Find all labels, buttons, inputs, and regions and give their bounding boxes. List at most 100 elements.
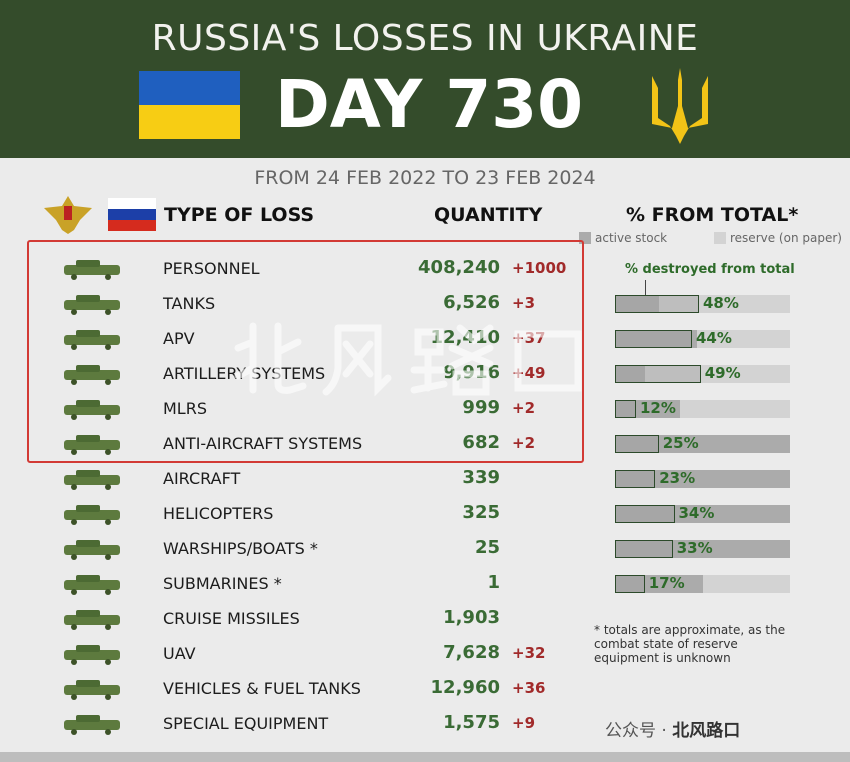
row-name: HELICOPTERS [163,504,274,523]
apv-icon [64,330,120,350]
trident-icon [652,68,708,144]
column-header-percent: % FROM TOTAL* [626,204,799,226]
row-name: PERSONNEL [163,259,260,278]
table-row: CRUISE MISSILES 1,903 [0,601,850,636]
mlrs-icon [64,400,120,420]
table-row: UAV 7,628 +32 [0,636,850,671]
row-quantity: 682 [462,432,500,453]
row-quantity: 1,903 [443,607,500,628]
active-fill [615,575,703,593]
row-quantity: 339 [462,467,500,488]
footer-name: 北风路口 [672,721,741,741]
legend-reserve: reserve (on paper) [714,231,842,245]
reserve-fill [615,295,790,313]
tank-icon [64,295,120,315]
legend-active-label: active stock [595,231,668,245]
row-name: AIRCRAFT [163,469,241,488]
uav-icon [64,645,120,665]
reserve-fill [615,365,790,383]
destroyed-fill [615,505,675,523]
soldiers-icon [64,260,120,280]
russian-mod-emblem-icon [44,196,92,234]
active-fill [615,365,645,383]
destroyed-fill [615,400,636,418]
row-delta: +2 [512,399,536,417]
active-fill [615,295,659,313]
stock-bar: 12% [615,399,790,418]
row-quantity: 1,575 [443,712,500,733]
reserve-swatch [714,232,726,244]
footer-credit: 公众号 · 北风路口 [605,716,740,741]
table-row: HELICOPTERS 325 34% [0,496,850,531]
table-row: SUBMARINES * 1 17% [0,566,850,601]
row-name: VEHICLES & FUEL TANKS [163,679,361,698]
ukraine-flag-icon [139,71,240,139]
helicopter-icon [64,505,120,525]
stock-bar: 33% [615,539,790,558]
active-fill [615,505,790,523]
row-delta: +3 [512,294,536,312]
row-delta: +9 [512,714,536,732]
arrow-icon [645,280,646,295]
russia-flag-icon [108,198,156,231]
warship-icon [64,540,120,560]
row-name: SUBMARINES * [163,574,282,593]
percent-label: 44% [696,329,732,347]
table-row: PERSONNEL 408,240 +1000 [0,251,850,286]
row-quantity: 6,526 [443,292,500,313]
row-name: MLRS [163,399,207,418]
aircraft-icon [64,470,120,490]
column-header-quantity: QUANTITY [434,204,543,226]
legend-active: active stock [579,231,667,245]
column-header-type: TYPE OF LOSS [164,204,315,226]
stock-bar: 48% [615,294,790,313]
destroyed-label: % destroyed from total [625,262,795,277]
percent-label: 17% [648,574,685,592]
submarine-icon [64,575,120,595]
anti-aircraft-icon [64,435,120,455]
row-name: TANKS [163,294,216,313]
active-fill [615,400,680,418]
stock-bar: 49% [615,364,790,383]
table-row: SPECIAL EQUIPMENT 1,575 +9 [0,706,850,741]
destroyed-fill [615,470,656,488]
table-row: MLRS 999 +2 12% [0,391,850,426]
table-row: WARSHIPS/BOATS * 25 33% [0,531,850,566]
stock-bar: 25% [615,434,790,453]
row-delta: +36 [512,679,546,697]
active-fill [615,470,790,488]
destroyed-fill [615,365,701,383]
row-name: UAV [163,644,196,663]
active-fill [615,435,790,453]
row-quantity: 25 [474,537,500,558]
percent-label: 12% [640,399,676,417]
missile-icon [64,610,120,630]
row-quantity: 1 [487,572,500,593]
row-quantity: 325 [462,502,500,523]
stock-bar: 17% [615,574,790,593]
active-fill [615,540,790,558]
table-row: VEHICLES & FUEL TANKS 12,960 +36 [0,671,850,706]
row-quantity: 7,628 [443,642,500,663]
legend-reserve-label: reserve (on paper) [730,231,842,245]
row-quantity: 12,960 [430,677,500,698]
row-name: APV [163,329,195,348]
special-equipment-icon [64,715,120,735]
percent-label: 34% [678,504,715,522]
row-quantity: 999 [462,397,500,418]
active-fill [615,330,698,348]
day-counter: DAY 730 [275,66,584,143]
stock-bar: 44% [615,329,790,348]
percent-label: 33% [676,539,713,557]
row-delta: +2 [512,434,536,452]
percent-label: 25% [662,434,699,452]
row-name: CRUISE MISSILES [163,609,300,628]
row-name: ANTI-AIRCRAFT SYSTEMS [163,434,363,453]
percent-label: 49% [704,364,741,382]
destroyed-fill [615,575,645,593]
row-delta: +1000 [512,259,567,277]
bottom-strip [0,752,850,762]
percent-label: 23% [659,469,696,487]
destroyed-fill [615,295,699,313]
row-quantity: 408,240 [418,257,500,278]
